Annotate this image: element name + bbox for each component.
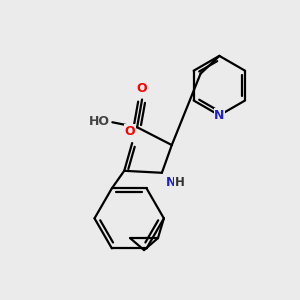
Text: O: O (137, 82, 147, 94)
Text: O: O (125, 125, 136, 138)
Text: N: N (214, 109, 224, 122)
Text: H: H (175, 176, 184, 189)
Text: HO: HO (89, 115, 110, 128)
Text: N: N (166, 176, 176, 189)
